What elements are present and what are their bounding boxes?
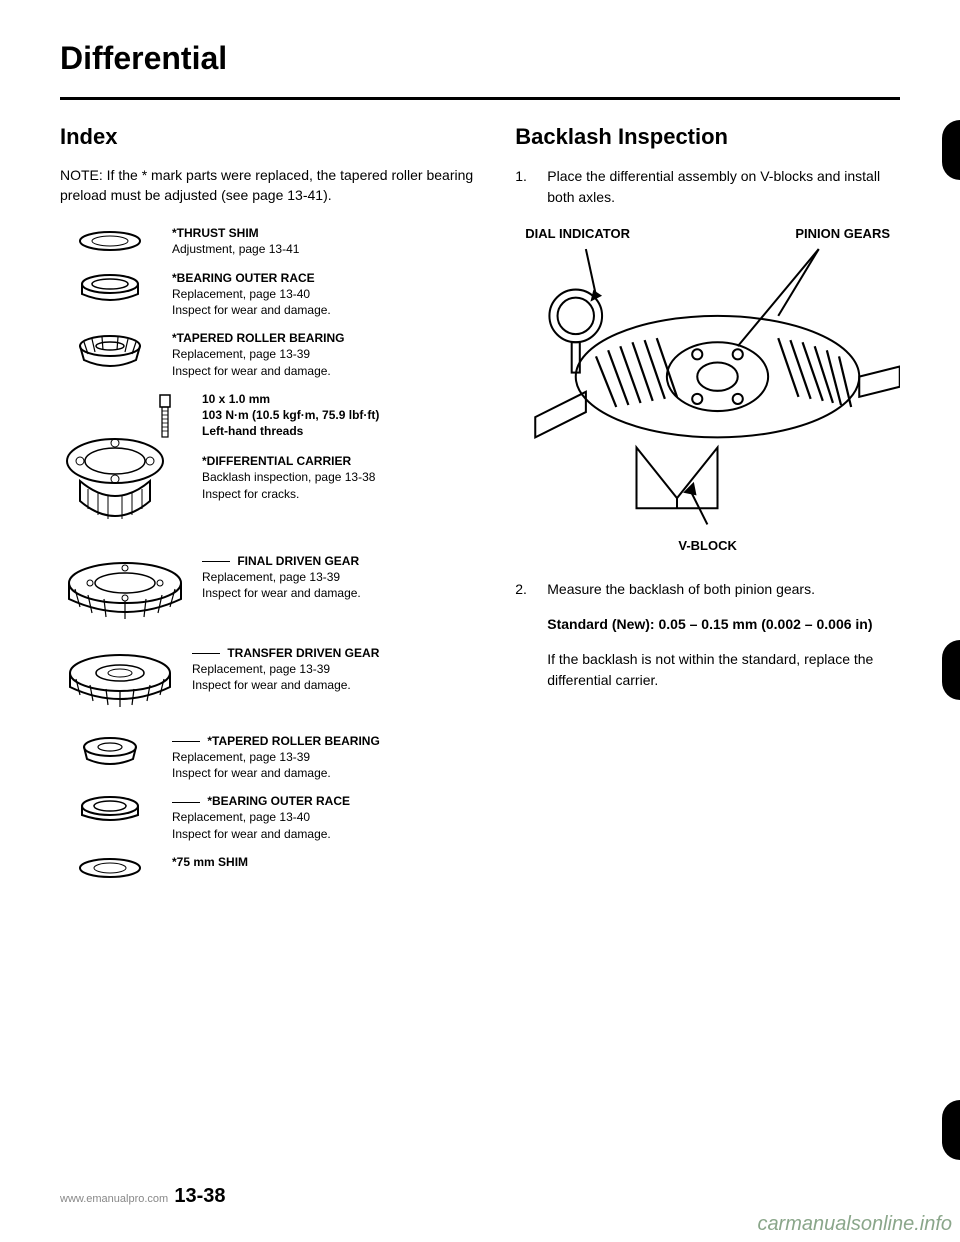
procedure-step: 2. Measure the backlash of both pinion g… xyxy=(515,579,900,691)
step-number: 2. xyxy=(515,579,533,691)
part-desc: Replacement, page 13-40 Inspect for wear… xyxy=(172,809,350,841)
content-columns: Index NOTE: If the * mark parts were rep… xyxy=(60,124,900,894)
differential-assembly-illustration xyxy=(515,245,900,529)
watermark-url-right: carmanualsonline.info xyxy=(757,1213,952,1236)
thrust-shim-icon xyxy=(60,225,160,257)
page-edge-tab xyxy=(942,640,960,700)
figure-label-pinion-gears: PINION GEARS xyxy=(795,226,890,241)
carrier-icon xyxy=(60,391,190,541)
backlash-heading: Backlash Inspection xyxy=(515,124,900,150)
step-text: Measure the backlash of both pinion gear… xyxy=(547,579,900,600)
figure-label-dial-indicator: DIAL INDICATOR xyxy=(525,226,630,241)
part-title: *75 mm SHIM xyxy=(172,854,248,870)
page-edge-tab xyxy=(942,1100,960,1160)
procedure-list-2: 2. Measure the backlash of both pinion g… xyxy=(515,579,900,691)
part-bearing-outer-race-top: *BEARING OUTER RACE Replacement, page 13… xyxy=(60,270,485,319)
part-final-driven-gear: FINAL DRIVEN GEAR Replacement, page 13-3… xyxy=(60,553,485,633)
part-desc: Replacement, page 13-39 Inspect for wear… xyxy=(172,749,380,781)
transfer-driven-gear-icon xyxy=(60,645,180,721)
part-desc: Backlash inspection, page 13-38 Inspect … xyxy=(202,469,379,501)
standard-spec: Standard (New): 0.05 – 0.15 mm (0.002 – … xyxy=(547,614,900,635)
part-desc: Replacement, page 13-39 Inspect for wear… xyxy=(192,661,379,693)
part-title: *THRUST SHIM xyxy=(172,225,299,241)
part-title: *BEARING OUTER RACE xyxy=(207,794,350,808)
watermark-url-left: www.emanualpro.com 13-38 xyxy=(60,1185,226,1208)
part-title: TRANSFER DRIVEN GEAR xyxy=(227,646,379,660)
part-tapered-roller-bottom: *TAPERED ROLLER BEARING Replacement, pag… xyxy=(60,733,485,782)
step-number: 1. xyxy=(515,166,533,208)
bearing-race-icon xyxy=(60,793,160,827)
part-title: FINAL DRIVEN GEAR xyxy=(237,554,359,568)
part-title: *TAPERED ROLLER BEARING xyxy=(207,734,379,748)
figure-label-vblock: V-BLOCK xyxy=(515,538,900,553)
procedure-list: 1. Place the differential assembly on V-… xyxy=(515,166,900,208)
index-note: NOTE: If the * mark parts were replaced,… xyxy=(60,166,485,205)
part-desc: Replacement, page 13-39 Inspect for wear… xyxy=(202,569,361,601)
tapered-roller-icon xyxy=(60,733,160,769)
part-transfer-driven-gear: TRANSFER DRIVEN GEAR Replacement, page 1… xyxy=(60,645,485,721)
part-title: *BEARING OUTER RACE xyxy=(172,270,331,286)
page-title: Differential xyxy=(60,40,900,77)
part-desc: Replacement, page 13-39 Inspect for wear… xyxy=(172,346,344,378)
procedure-step: 1. Place the differential assembly on V-… xyxy=(515,166,900,208)
part-bolt-carrier: 10 x 1.0 mm 103 N·m (10.5 kgf·m, 75.9 lb… xyxy=(60,391,485,541)
backlash-figure: DIAL INDICATOR PINION GEARS xyxy=(515,226,900,553)
part-title: *DIFFERENTIAL CARRIER xyxy=(202,453,379,469)
part-bearing-outer-race-bottom: *BEARING OUTER RACE Replacement, page 13… xyxy=(60,793,485,842)
step-text: Place the differential assembly on V-blo… xyxy=(547,166,900,208)
column-index: Index NOTE: If the * mark parts were rep… xyxy=(60,124,485,894)
conclusion-text: If the backlash is not within the standa… xyxy=(547,649,900,691)
page-edge-tab xyxy=(942,120,960,180)
column-backlash: Backlash Inspection 1. Place the differe… xyxy=(515,124,900,894)
exploded-view: *THRUST SHIM Adjustment, page 13-41 *BEA… xyxy=(60,225,485,882)
bearing-race-icon xyxy=(60,270,160,310)
part-desc: Adjustment, page 13-41 xyxy=(172,241,299,257)
shim-icon xyxy=(60,854,160,882)
page-number: 13-38 xyxy=(174,1185,225,1207)
tapered-roller-icon xyxy=(60,330,160,376)
final-driven-gear-icon xyxy=(60,553,190,633)
part-title: *TAPERED ROLLER BEARING xyxy=(172,330,344,346)
index-heading: Index xyxy=(60,124,485,150)
title-rule xyxy=(60,97,900,100)
part-title: 10 x 1.0 mm xyxy=(202,391,379,407)
part-75mm-shim: *75 mm SHIM xyxy=(60,854,485,882)
part-thrust-shim: *THRUST SHIM Adjustment, page 13-41 xyxy=(60,225,485,257)
part-desc: Replacement, page 13-40 Inspect for wear… xyxy=(172,286,331,318)
part-tapered-roller-top: *TAPERED ROLLER BEARING Replacement, pag… xyxy=(60,330,485,379)
part-desc: 103 N·m (10.5 kgf·m, 75.9 lbf·ft) Left-h… xyxy=(202,407,379,439)
